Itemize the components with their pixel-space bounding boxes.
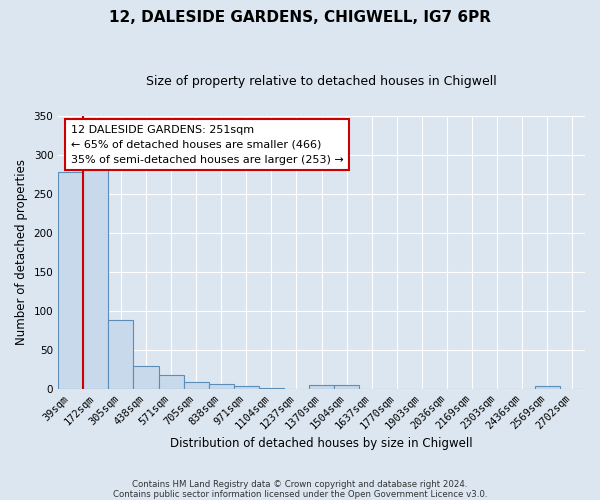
Bar [234, 386, 259, 388]
Bar [133, 366, 158, 388]
Bar [309, 386, 334, 388]
Text: 12 DALESIDE GARDENS: 251sqm
← 65% of detached houses are smaller (466)
35% of se: 12 DALESIDE GARDENS: 251sqm ← 65% of det… [71, 125, 343, 164]
Text: Contains public sector information licensed under the Open Government Licence v3: Contains public sector information licen… [113, 490, 487, 499]
Bar [334, 386, 359, 388]
Y-axis label: Number of detached properties: Number of detached properties [15, 159, 28, 345]
Bar [58, 172, 83, 388]
Title: Size of property relative to detached houses in Chigwell: Size of property relative to detached ho… [146, 75, 497, 88]
Bar [109, 320, 133, 388]
Bar [83, 162, 109, 388]
Bar [209, 384, 234, 388]
Bar [158, 374, 184, 388]
Bar [535, 386, 560, 388]
Bar [184, 382, 209, 388]
Text: 12, DALESIDE GARDENS, CHIGWELL, IG7 6PR: 12, DALESIDE GARDENS, CHIGWELL, IG7 6PR [109, 10, 491, 25]
Text: Contains HM Land Registry data © Crown copyright and database right 2024.: Contains HM Land Registry data © Crown c… [132, 480, 468, 489]
X-axis label: Distribution of detached houses by size in Chigwell: Distribution of detached houses by size … [170, 437, 473, 450]
